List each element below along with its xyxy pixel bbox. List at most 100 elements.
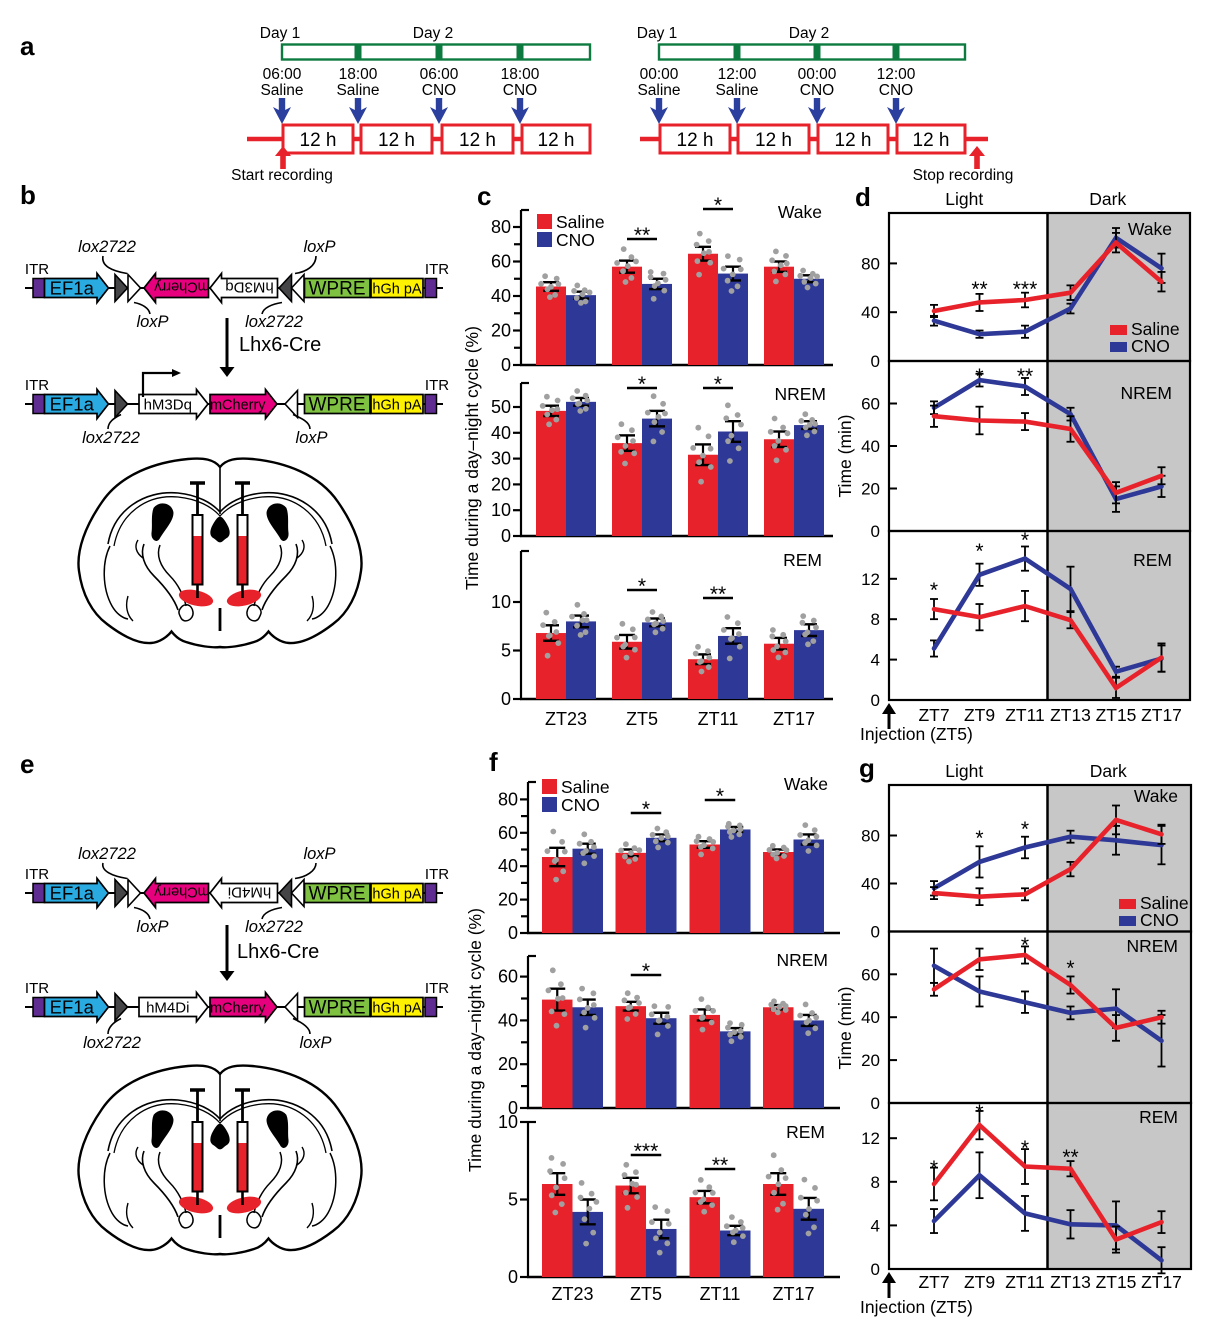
svg-text:8: 8: [871, 610, 880, 629]
svg-text:*: *: [1066, 957, 1074, 980]
svg-text:*: *: [1021, 1137, 1029, 1160]
svg-text:EF1a: EF1a: [50, 997, 95, 1018]
svg-text:20: 20: [491, 474, 511, 494]
svg-text:Day 1: Day 1: [260, 25, 301, 42]
svg-text:WPRE: WPRE: [309, 884, 366, 905]
svg-text:c: c: [477, 181, 491, 211]
svg-text:NREM: NREM: [776, 950, 828, 970]
svg-text:d: d: [855, 182, 871, 212]
svg-text:**: **: [710, 583, 726, 606]
svg-text:***: ***: [634, 1140, 659, 1163]
svg-text:60: 60: [861, 965, 880, 984]
svg-text:WPRE: WPRE: [309, 279, 366, 300]
svg-text:hM4Di: hM4Di: [146, 1000, 189, 1017]
svg-text:40: 40: [861, 303, 880, 322]
svg-text:ZT17: ZT17: [1141, 1272, 1182, 1292]
svg-text:mCherry: mCherry: [153, 884, 209, 900]
svg-text:CNO: CNO: [1140, 910, 1179, 930]
svg-text:**: **: [1062, 1146, 1078, 1169]
svg-text:*: *: [975, 1101, 983, 1124]
svg-text:hM3Dq: hM3Dq: [144, 397, 192, 414]
svg-text:EF1a: EF1a: [50, 394, 95, 415]
svg-text:Stop recording: Stop recording: [913, 167, 1014, 184]
svg-text:40: 40: [498, 856, 518, 876]
svg-text:0: 0: [508, 1098, 518, 1118]
svg-text:ZT13: ZT13: [1050, 1272, 1091, 1292]
svg-text:0: 0: [871, 1260, 880, 1279]
svg-text:WPRE: WPRE: [309, 395, 366, 416]
svg-text:ZT9: ZT9: [964, 1272, 995, 1292]
svg-text:20: 20: [861, 480, 880, 499]
svg-text:hGh pA: hGh pA: [372, 1001, 421, 1017]
svg-text:***: ***: [1013, 278, 1038, 301]
svg-text:EF1a: EF1a: [50, 883, 95, 904]
svg-text:12: 12: [861, 570, 880, 589]
svg-text:REM: REM: [786, 1122, 825, 1142]
svg-text:ITR: ITR: [425, 377, 449, 394]
svg-text:ITR: ITR: [25, 980, 49, 997]
svg-text:Saline: Saline: [637, 82, 680, 99]
svg-text:Time during a day–night cycle: Time during a day–night cycle (%): [462, 326, 482, 590]
svg-text:12: 12: [861, 1129, 880, 1148]
svg-text:Dark: Dark: [1089, 189, 1126, 209]
svg-text:g: g: [859, 753, 875, 783]
svg-text:Lhx6-Cre: Lhx6-Cre: [237, 941, 319, 963]
svg-text:40: 40: [491, 286, 511, 306]
svg-text:loxP: loxP: [299, 1034, 331, 1052]
svg-text:18:00: 18:00: [501, 66, 540, 83]
svg-text:*: *: [716, 785, 724, 808]
svg-text:hM4Di: hM4Di: [228, 884, 271, 901]
svg-text:Day 2: Day 2: [413, 25, 454, 42]
svg-text:*: *: [1021, 934, 1029, 957]
svg-text:ZT15: ZT15: [1096, 1272, 1137, 1292]
svg-text:60: 60: [498, 823, 518, 843]
svg-text:*: *: [642, 798, 650, 821]
svg-text:NREM: NREM: [1120, 383, 1172, 403]
svg-text:hM3Dq: hM3Dq: [225, 279, 273, 296]
svg-text:40: 40: [491, 423, 511, 443]
svg-text:CNO: CNO: [879, 82, 913, 99]
svg-text:00:00: 00:00: [798, 66, 837, 83]
svg-text:NREM: NREM: [774, 384, 826, 404]
svg-text:Saline: Saline: [336, 82, 379, 99]
svg-text:hGh pA: hGh pA: [372, 887, 421, 903]
svg-text:loxP: loxP: [295, 429, 327, 447]
svg-text:00:00: 00:00: [640, 66, 679, 83]
svg-text:60: 60: [491, 252, 511, 272]
svg-text:*: *: [714, 373, 722, 396]
svg-text:b: b: [20, 180, 36, 210]
svg-text:Day 1: Day 1: [637, 25, 678, 42]
svg-text:0: 0: [501, 526, 511, 546]
svg-text:ITR: ITR: [425, 261, 449, 278]
svg-text:12 h: 12 h: [755, 130, 792, 151]
svg-text:ZT11: ZT11: [698, 709, 739, 729]
svg-text:80: 80: [498, 789, 518, 809]
svg-text:WPRE: WPRE: [309, 998, 366, 1019]
svg-text:lox2722: lox2722: [245, 918, 303, 936]
svg-text:ZT5: ZT5: [630, 1284, 662, 1304]
svg-text:ITR: ITR: [425, 980, 449, 997]
svg-text:40: 40: [861, 437, 880, 456]
svg-text:Injection (ZT5): Injection (ZT5): [860, 1297, 973, 1317]
svg-text:Saline: Saline: [1131, 319, 1180, 339]
svg-text:Injection (ZT5): Injection (ZT5): [860, 724, 973, 744]
svg-text:Time during a day–night cycle: Time during a day–night cycle (%): [465, 908, 485, 1172]
svg-text:lox2722: lox2722: [82, 429, 140, 447]
svg-text:ZT17: ZT17: [773, 709, 815, 729]
svg-text:lox2722: lox2722: [83, 1034, 141, 1052]
svg-text:ZT15: ZT15: [1096, 705, 1137, 725]
svg-text:12 h: 12 h: [459, 130, 496, 151]
svg-text:*: *: [975, 540, 983, 563]
svg-text:Saline: Saline: [715, 82, 758, 99]
svg-text:Saline: Saline: [556, 212, 605, 232]
svg-text:ITR: ITR: [425, 866, 449, 883]
svg-text:12 h: 12 h: [300, 130, 337, 151]
svg-text:lox2722: lox2722: [78, 238, 136, 256]
svg-text:20: 20: [491, 321, 511, 341]
svg-text:5: 5: [508, 1190, 518, 1210]
svg-text:CNO: CNO: [561, 795, 600, 815]
svg-text:06:00: 06:00: [420, 66, 459, 83]
svg-text:Light: Light: [945, 761, 983, 781]
svg-text:ZT9: ZT9: [964, 705, 995, 725]
svg-text:REM: REM: [783, 550, 822, 570]
